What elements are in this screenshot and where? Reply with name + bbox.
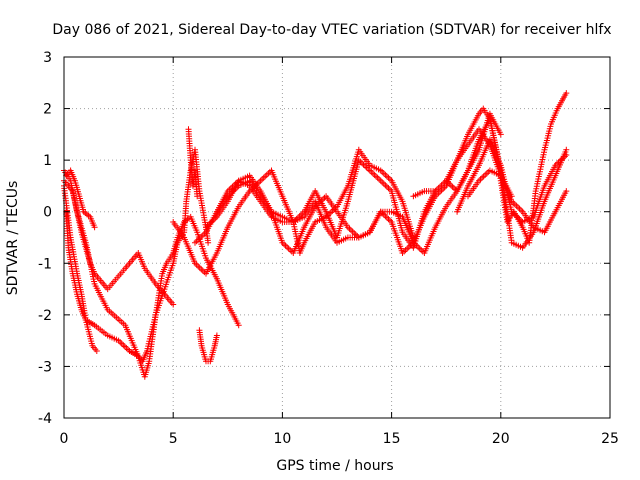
plus-marker-trace xyxy=(63,167,98,231)
y-tick-label: -4 xyxy=(38,411,52,427)
series-s6 xyxy=(185,126,201,200)
series-s5 xyxy=(63,167,98,231)
x-tick-label: 20 xyxy=(492,431,510,447)
data-points xyxy=(61,90,570,380)
y-tick-label: -1 xyxy=(38,256,52,272)
y-tick-label: 0 xyxy=(43,205,52,221)
series-s7 xyxy=(196,327,220,365)
x-tick-label: 0 xyxy=(60,431,69,447)
series-s15 xyxy=(465,167,570,236)
plus-marker-trace xyxy=(465,167,570,236)
x-tick-labels: 0 5 10 15 20 25 xyxy=(60,431,619,447)
plus-marker-trace xyxy=(196,327,220,365)
series-s2 xyxy=(61,182,100,354)
plot-border xyxy=(63,56,611,419)
chart-title: Day 086 of 2021, Sidereal Day-to-day VTE… xyxy=(52,22,611,38)
x-axis-label: GPS time / hours xyxy=(276,458,393,474)
y-tick-labels: -4 -3 -2 -1 0 1 2 3 xyxy=(38,50,52,427)
plus-marker-trace xyxy=(185,126,201,200)
y-tick-label: 1 xyxy=(43,153,52,169)
series-s14 xyxy=(454,136,570,225)
plus-marker-trace xyxy=(454,136,570,225)
axis-ticks xyxy=(63,56,611,419)
y-tick-label: -2 xyxy=(38,308,52,324)
x-tick-label: 15 xyxy=(383,431,401,447)
y-axis-label: SDTVAR / TECUs xyxy=(5,181,21,296)
y-tick-label: 3 xyxy=(43,50,52,66)
x-tick-label: 25 xyxy=(601,431,619,447)
y-tick-label: -3 xyxy=(38,359,52,375)
x-tick-label: 10 xyxy=(273,431,291,447)
y-tick-label: 2 xyxy=(43,102,52,118)
plus-marker-trace xyxy=(61,182,100,354)
x-tick-label: 5 xyxy=(169,431,178,447)
